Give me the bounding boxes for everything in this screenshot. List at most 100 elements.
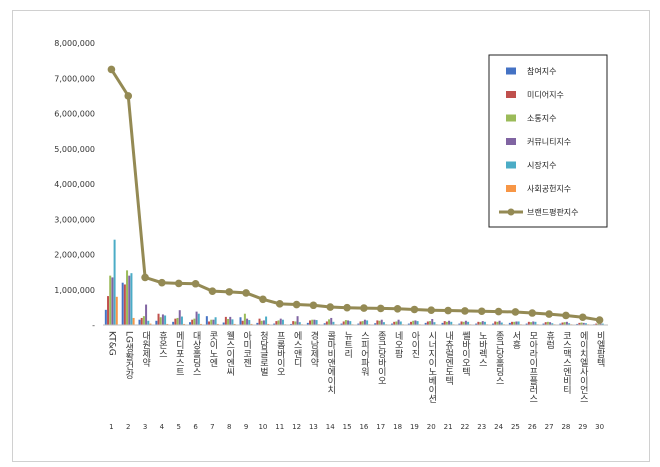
x-index-label: 25 xyxy=(511,423,520,431)
bar xyxy=(534,321,537,325)
bar xyxy=(104,309,107,325)
legend-label: 커뮤니티지수 xyxy=(527,137,571,147)
x-index-label: 5 xyxy=(177,423,181,431)
bar xyxy=(483,321,486,325)
bar xyxy=(568,323,571,325)
bar xyxy=(580,322,583,325)
bar xyxy=(441,322,444,325)
x-category-label: 종근당바이오 xyxy=(376,331,386,385)
bar xyxy=(210,319,213,325)
line-point xyxy=(107,65,116,74)
bar xyxy=(378,320,381,325)
line-point xyxy=(292,300,301,309)
x-index-label: 11 xyxy=(275,423,284,431)
x-index-label: 26 xyxy=(528,423,537,431)
bar xyxy=(525,323,528,325)
bar xyxy=(281,319,284,325)
x-index-label: 22 xyxy=(460,423,469,431)
bar xyxy=(576,323,579,325)
bar xyxy=(450,321,453,325)
bar xyxy=(166,323,169,325)
bar xyxy=(246,318,249,325)
bar xyxy=(397,319,400,325)
line-point xyxy=(578,313,587,322)
x-category-label: 네오팜 xyxy=(393,331,403,358)
legend-swatch xyxy=(506,161,516,169)
x-index-label: 18 xyxy=(393,423,402,431)
bar xyxy=(205,316,208,325)
legend-label: 시장지수 xyxy=(527,160,556,170)
bar xyxy=(393,321,396,325)
x-index-label: 6 xyxy=(193,423,198,431)
x-index-label: 7 xyxy=(210,423,214,431)
bar xyxy=(458,323,461,325)
x-index-label: 8 xyxy=(227,423,231,431)
x-index-label: 16 xyxy=(359,423,368,431)
bar xyxy=(462,321,465,325)
line-point xyxy=(360,304,368,312)
bar-series-group xyxy=(104,239,606,325)
bar xyxy=(315,320,318,325)
bar xyxy=(296,316,299,325)
y-tick-label: - xyxy=(92,321,95,330)
legend-label: 브랜드평판지수 xyxy=(527,207,579,217)
bar xyxy=(306,322,309,325)
bar xyxy=(366,320,369,325)
x-category-label: 아미코젠 xyxy=(241,331,251,367)
bar xyxy=(330,317,333,325)
line-point xyxy=(528,309,537,317)
bar xyxy=(231,319,234,325)
bar xyxy=(380,319,383,325)
bar xyxy=(128,275,131,325)
bar xyxy=(222,322,225,325)
legend-swatch xyxy=(506,185,516,192)
x-category-label: 노바렉스 xyxy=(477,331,487,367)
bar xyxy=(243,313,246,325)
y-tick-label: 3,000,000 xyxy=(54,215,95,224)
bar xyxy=(376,320,379,325)
brand-reputation-chart: - 1,000,000 2,000,000 3,000,000 4,000,000 5,0… xyxy=(54,39,608,431)
y-tick-label: 5,000,000 xyxy=(54,145,95,154)
bar xyxy=(359,321,362,325)
bar xyxy=(395,321,398,325)
x-index-label: 3 xyxy=(143,423,147,431)
bar xyxy=(565,321,568,325)
bar xyxy=(224,316,227,325)
bar xyxy=(496,321,499,325)
x-index-label: 10 xyxy=(258,423,267,431)
x-category-label: 뉴트리 xyxy=(342,331,352,359)
bar xyxy=(597,323,600,325)
line-point xyxy=(124,92,133,100)
bar xyxy=(178,310,181,325)
x-category-label: 웰스이엔씨 xyxy=(224,331,234,376)
x-index-label: 28 xyxy=(561,423,570,431)
bar xyxy=(599,323,602,325)
line-point xyxy=(158,278,166,287)
bar xyxy=(292,321,295,325)
bar xyxy=(595,323,598,325)
bar xyxy=(138,319,141,325)
bar xyxy=(241,320,244,325)
bar xyxy=(267,323,270,325)
x-category-label: 경남제약 xyxy=(308,330,318,368)
bar xyxy=(328,319,331,325)
bar xyxy=(559,323,562,325)
bar xyxy=(357,323,360,325)
x-category-label: 대원제약 xyxy=(140,331,150,368)
bar xyxy=(159,317,162,325)
bar xyxy=(208,321,211,325)
bar xyxy=(216,323,219,325)
bar xyxy=(443,321,446,325)
line-point xyxy=(376,304,385,313)
x-category-label: 프롬바이오 xyxy=(275,331,285,376)
bar xyxy=(549,322,552,325)
legend-label: 사회공헌지수 xyxy=(527,185,571,194)
bar xyxy=(176,317,179,325)
bar xyxy=(517,321,520,325)
y-tick-label: 7,000,000 xyxy=(54,74,95,83)
legend-marker xyxy=(507,208,515,216)
bar xyxy=(309,320,312,325)
bar xyxy=(416,321,419,325)
bar xyxy=(511,321,514,325)
x-index-label: 21 xyxy=(444,423,453,431)
